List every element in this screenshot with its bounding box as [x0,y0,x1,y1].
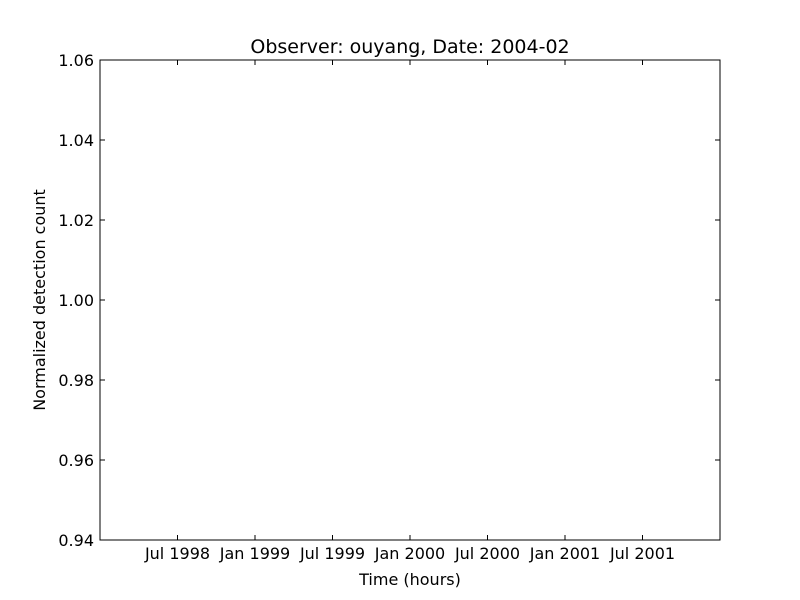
x-axis-ticks: Jul 1998 Jan 1999 Jul 1999 Jan 2000 Jul 2000… [144,60,675,563]
y-tick-label: 1.02 [58,211,94,230]
plot-area [99,59,721,541]
x-tick-label: Jul 1999 [299,544,365,563]
y-tick-label: 0.98 [58,371,94,390]
y-tick-label: 1.00 [58,291,94,310]
x-tick-label: Jan 1999 [219,544,290,563]
y-tick-label: 0.94 [58,531,94,550]
x-tick-label: Jul 1998 [144,544,210,563]
y-tick-label: 1.06 [58,51,94,70]
chart-title: Observer: ouyang, Date: 2004-02 [250,36,569,58]
y-axis-title: Normalized detection count [30,189,49,411]
y-tick-label: 0.96 [58,451,94,470]
x-tick-label: Jul 2000 [454,544,520,563]
y-tick-label: 1.04 [58,131,94,150]
x-tick-label: Jan 2000 [374,544,445,563]
x-axis-title: Time (hours) [358,570,461,589]
x-tick-label: Jul 2001 [609,544,675,563]
x-tick-label: Jan 2001 [529,544,600,563]
y-axis-ticks: 0.94 0.96 0.98 1.00 1.02 1.04 1.06 [58,51,720,550]
